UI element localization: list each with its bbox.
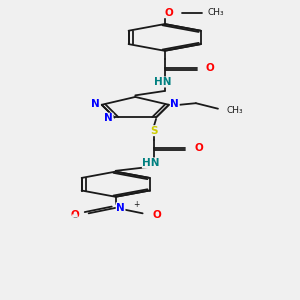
Text: O: O	[206, 63, 215, 73]
Text: S: S	[150, 126, 157, 136]
Text: ⁻: ⁻	[73, 215, 77, 224]
Text: CH₃: CH₃	[208, 8, 225, 17]
Text: N: N	[104, 113, 113, 123]
Text: HN: HN	[142, 158, 160, 168]
Text: N: N	[116, 203, 125, 213]
Text: CH₃: CH₃	[227, 106, 243, 115]
Text: N: N	[92, 99, 100, 109]
Text: O: O	[164, 8, 173, 18]
Text: N: N	[170, 99, 179, 109]
Text: HN: HN	[154, 77, 171, 87]
Text: O: O	[195, 143, 204, 154]
Text: O: O	[152, 210, 161, 220]
Text: +: +	[133, 200, 140, 209]
Text: O: O	[70, 210, 79, 220]
